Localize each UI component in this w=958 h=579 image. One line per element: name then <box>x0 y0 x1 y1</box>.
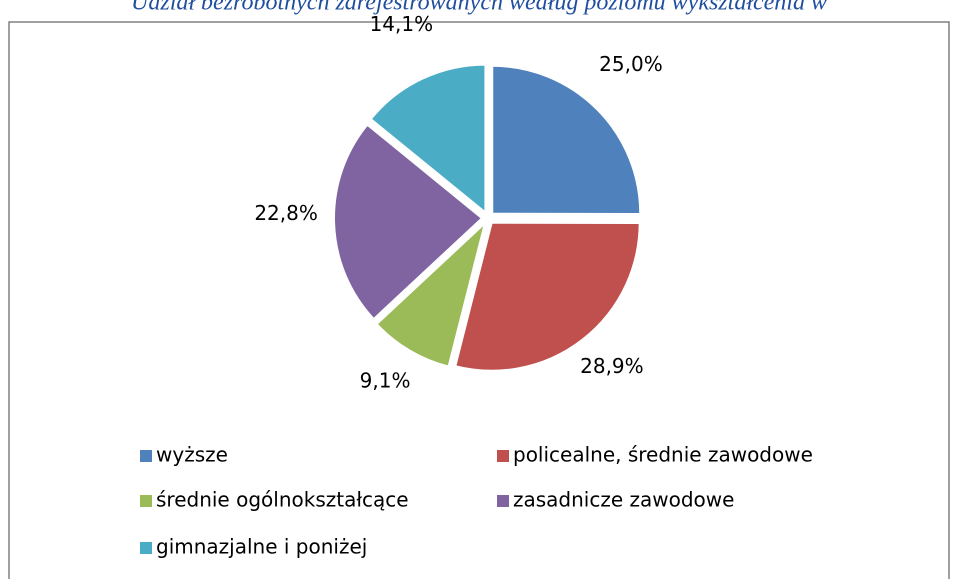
pie-slice <box>333 123 484 321</box>
legend-swatch <box>497 495 509 507</box>
legend-label: zasadnicze zawodowe <box>513 488 734 512</box>
data-label: 9,1% <box>360 368 411 392</box>
legend-swatch <box>140 450 152 462</box>
pie-slice <box>454 221 641 372</box>
legend-label: policealne, średnie zawodowe <box>513 443 813 467</box>
pie-slice <box>375 220 487 368</box>
chart-border <box>8 21 950 579</box>
legend-swatch <box>140 542 152 554</box>
data-label: 22,8% <box>254 201 318 225</box>
legend-label: średnie ogólnokształcące <box>156 488 409 512</box>
pie-slice <box>369 63 487 215</box>
legend-swatch <box>497 450 509 462</box>
legend-swatch <box>140 495 152 507</box>
data-label: 14,1% <box>370 12 434 36</box>
legend-label: gimnazjalne i poniżej <box>156 535 367 559</box>
pie-slice <box>491 64 642 215</box>
chart-title: Udział bezrobotnych zarejestrowanych wed… <box>131 0 827 16</box>
legend-label: wyższe <box>156 443 228 467</box>
data-label: 28,9% <box>580 354 644 378</box>
data-label: 25,0% <box>599 52 663 76</box>
